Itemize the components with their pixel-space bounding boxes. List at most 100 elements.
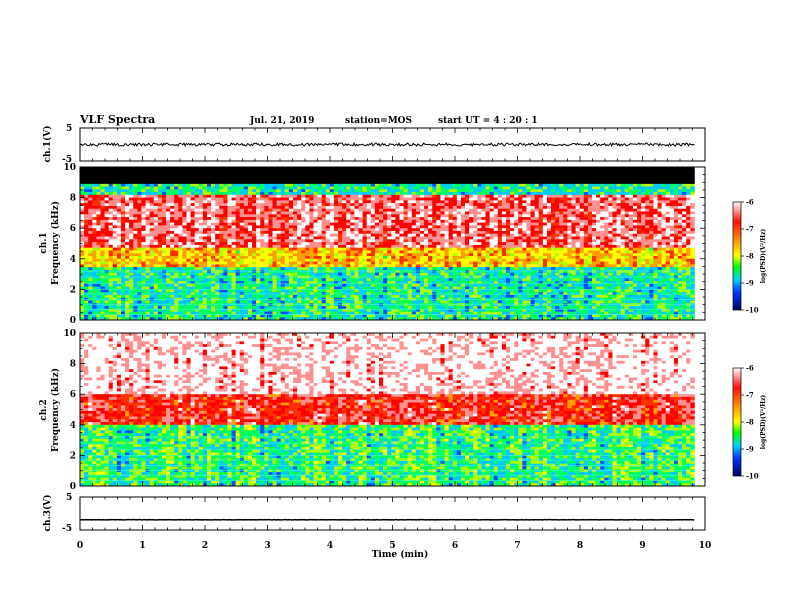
spectrogram-cell xyxy=(555,183,560,187)
spectrogram-cell xyxy=(432,192,437,196)
spectrogram-cell xyxy=(526,228,531,232)
spectrogram-cell xyxy=(505,183,511,187)
spectrogram-cell xyxy=(145,192,151,196)
spectrogram-cell xyxy=(112,200,118,204)
spectrogram-cell xyxy=(575,203,581,207)
spectrogram-cell xyxy=(620,230,626,235)
spectrogram-cell xyxy=(649,192,654,196)
ch1-waveform-line xyxy=(79,141,695,148)
spectrogram-cell xyxy=(247,236,253,240)
spectrogram-cell xyxy=(624,189,630,193)
spectrogram-cell xyxy=(616,250,622,254)
spectrogram-cell xyxy=(596,242,601,246)
spectrogram-cell xyxy=(444,189,450,193)
spectrogram-cell xyxy=(235,256,241,260)
spectrogram-cell xyxy=(231,214,237,218)
spectrogram-cell xyxy=(104,189,110,193)
spectrogram-cell xyxy=(116,194,122,198)
spectrogram-cell xyxy=(387,194,392,198)
spectrogram-cell xyxy=(292,189,298,193)
spectrogram-cell xyxy=(415,253,421,257)
spectrogram-cell xyxy=(571,253,576,257)
spectrogram-cell xyxy=(247,225,253,229)
spectrogram-cell xyxy=(284,211,290,215)
spectrogram-cell xyxy=(632,214,638,218)
spectrogram-cell xyxy=(620,194,626,198)
spectrogram-cell xyxy=(358,247,364,251)
spectrogram-cell xyxy=(317,219,323,224)
spectrogram-cell xyxy=(686,222,691,226)
spectrogram-cell xyxy=(100,256,105,260)
spectrogram-cell xyxy=(370,253,376,257)
spectrogram-cell xyxy=(473,217,478,221)
spectrogram-cell xyxy=(567,222,572,226)
spectrogram-cell xyxy=(518,253,523,257)
spectrogram-cell xyxy=(264,222,269,226)
spectrogram-cell xyxy=(227,219,232,224)
spectrogram-cell xyxy=(317,239,323,243)
spectrogram-cell xyxy=(112,217,118,221)
spectrogram-cell xyxy=(415,217,421,221)
spectrogram-cell xyxy=(473,197,478,201)
spectrogram-cell xyxy=(264,211,269,215)
spectrogram-cell xyxy=(227,244,232,249)
spectrogram-cell xyxy=(399,189,404,193)
spectrogram-cell xyxy=(612,233,617,237)
spectrogram-cell xyxy=(583,183,589,187)
spectrogram-cell xyxy=(264,242,269,246)
spectrogram-cell xyxy=(399,233,404,237)
spectrogram-cell xyxy=(366,211,372,215)
spectrogram-cell xyxy=(399,222,404,226)
spectrogram-cell xyxy=(632,194,638,198)
spectrogram-cell xyxy=(432,203,437,207)
spectrogram-cell xyxy=(514,228,519,232)
spectrogram-cell xyxy=(571,211,576,215)
spectrogram-cell xyxy=(227,197,232,201)
spectrogram-cell xyxy=(424,203,429,207)
spectrogram-cell xyxy=(538,186,544,190)
spectrogram-cell xyxy=(432,230,437,235)
spectrogram-cell xyxy=(600,228,605,232)
spectrogram-cell xyxy=(190,242,196,246)
spectrogram-cell xyxy=(546,247,552,251)
spectrogram-cell xyxy=(563,228,568,232)
spectrogram-cell xyxy=(608,239,613,243)
spectrogram-cell xyxy=(686,197,691,201)
spectrogram-cell xyxy=(583,253,589,257)
spectrogram-cell xyxy=(256,194,261,198)
spectrogram-cell xyxy=(354,230,359,235)
spectrogram-cell xyxy=(448,192,454,196)
spectrogram-cell xyxy=(374,247,380,251)
spectrogram-cell xyxy=(424,200,429,204)
spectrogram-cell xyxy=(645,230,650,235)
spectrogram-cell xyxy=(530,222,536,226)
spectrogram-cell xyxy=(161,256,167,260)
spectrogram-cell xyxy=(407,230,413,235)
spectrogram-cell xyxy=(505,222,511,226)
spectrogram-cell xyxy=(227,189,232,193)
spectrogram-cell xyxy=(133,211,138,215)
spectrogram-cell xyxy=(608,242,613,246)
spectrogram-cell xyxy=(641,186,646,190)
spectrogram-cell xyxy=(690,236,695,240)
spectrogram-cell xyxy=(215,228,220,232)
spectrogram-cell xyxy=(637,197,642,201)
spectrogram-cell xyxy=(444,183,450,187)
spectrogram-cell xyxy=(370,256,376,260)
spectrogram-cell xyxy=(600,203,605,207)
spectrogram-cell xyxy=(383,239,388,243)
spectrogram-cell xyxy=(579,217,585,221)
spectrogram-cell xyxy=(399,183,404,187)
spectrogram-cell xyxy=(673,214,679,218)
spectrogram-cell xyxy=(551,197,556,201)
spectrogram-cell xyxy=(460,203,466,207)
spectrogram-cell xyxy=(407,225,413,229)
spectrogram-cell xyxy=(366,244,372,249)
spectrogram-cell xyxy=(186,239,191,243)
spectrogram-cell xyxy=(497,200,503,204)
spectrogram-cell xyxy=(510,225,515,229)
spectrogram-cell xyxy=(604,203,609,207)
spectrogram-cell xyxy=(677,217,683,221)
spectrogram-cell xyxy=(338,183,343,187)
spectrogram-cell xyxy=(542,189,548,193)
